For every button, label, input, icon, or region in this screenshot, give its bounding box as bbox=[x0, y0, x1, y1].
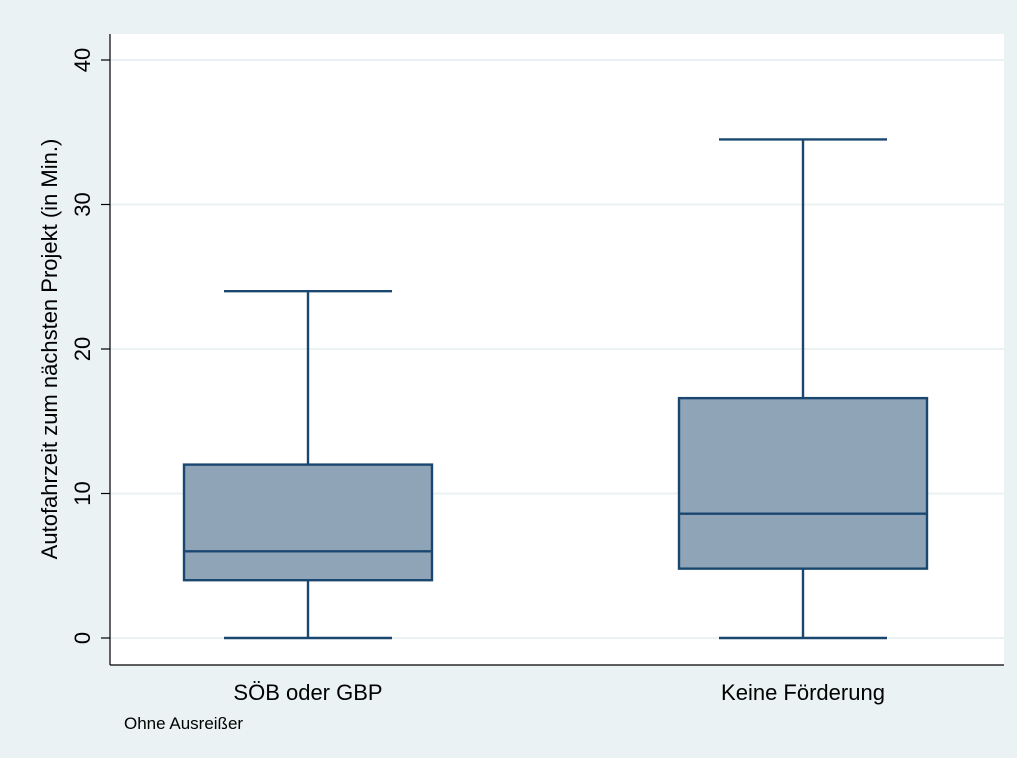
y-axis-title: Autofahrzeit zum nächsten Projekt (in Mi… bbox=[37, 139, 62, 560]
chart-note: Ohne Ausreißer bbox=[124, 714, 243, 733]
tick-labels: 0 10 20 30 40 SÖB oder GBP Keine Förderung bbox=[70, 48, 885, 705]
axes bbox=[101, 34, 1004, 666]
box-series-2 bbox=[677, 138, 929, 640]
y-tick-label: 40 bbox=[70, 48, 95, 72]
box-series-1 bbox=[182, 290, 434, 640]
x-category-label: SÖB oder GBP bbox=[233, 680, 382, 705]
y-tick-label: 0 bbox=[70, 632, 95, 644]
x-category-label: Keine Förderung bbox=[721, 680, 885, 705]
interquartile-box bbox=[182, 463, 434, 582]
y-tick-label: 10 bbox=[70, 481, 95, 505]
y-tick-label: 30 bbox=[70, 192, 95, 216]
interquartile-box bbox=[677, 396, 929, 570]
y-tick-label: 20 bbox=[70, 337, 95, 361]
boxes bbox=[182, 138, 929, 640]
